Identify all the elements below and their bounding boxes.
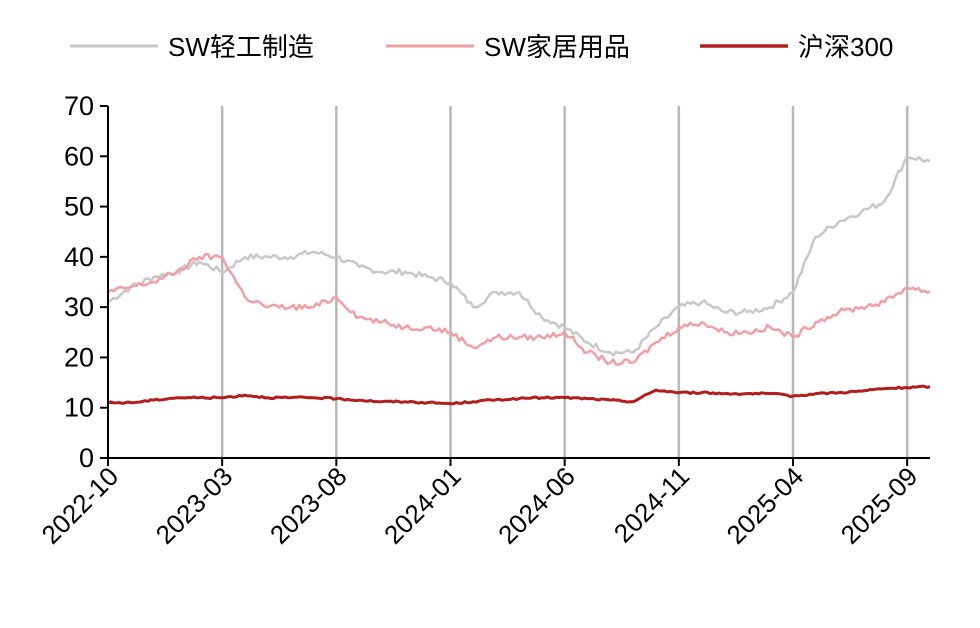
series-line-2 <box>107 384 931 406</box>
y-tick-label: 60 <box>64 141 94 171</box>
legend-label-1: SW家居用品 <box>484 32 630 62</box>
x-tick-label: 2023-03 <box>150 461 239 550</box>
axes <box>107 106 930 459</box>
y-tick-label: 40 <box>64 242 94 272</box>
x-tick-label: 2023-08 <box>264 461 353 550</box>
y-tick-label: 20 <box>64 342 94 372</box>
legend-label-2: 沪深300 <box>798 32 893 62</box>
x-tick-label: 2025-04 <box>721 461 810 550</box>
series-line-1 <box>107 252 931 366</box>
y-tick-label: 30 <box>64 292 94 322</box>
y-tick-label: 50 <box>64 192 94 222</box>
vertical-gridlines <box>220 106 909 458</box>
x-tick-label: 2024-06 <box>492 461 581 550</box>
legend-label-0: SW轻工制造 <box>168 32 314 62</box>
legend: SW轻工制造 SW家居用品 沪深300 <box>70 32 893 62</box>
y-axis-ticks: 0 10 20 30 40 50 60 70 <box>64 91 108 473</box>
y-tick-label: 0 <box>79 443 94 473</box>
y-tick-label: 10 <box>64 393 94 423</box>
x-axis-ticks: 2022-10 2023-03 2023-08 2024-01 2024-06 2024-… <box>36 458 924 550</box>
x-tick-label: 2025-09 <box>835 461 924 550</box>
series-line-0 <box>107 155 931 357</box>
y-tick-label: 70 <box>64 91 94 121</box>
x-tick-label: 2024-01 <box>378 461 467 550</box>
x-tick-label: 2024-11 <box>608 461 695 548</box>
series-layer <box>107 155 931 406</box>
x-tick-label: 2022-10 <box>36 461 125 550</box>
